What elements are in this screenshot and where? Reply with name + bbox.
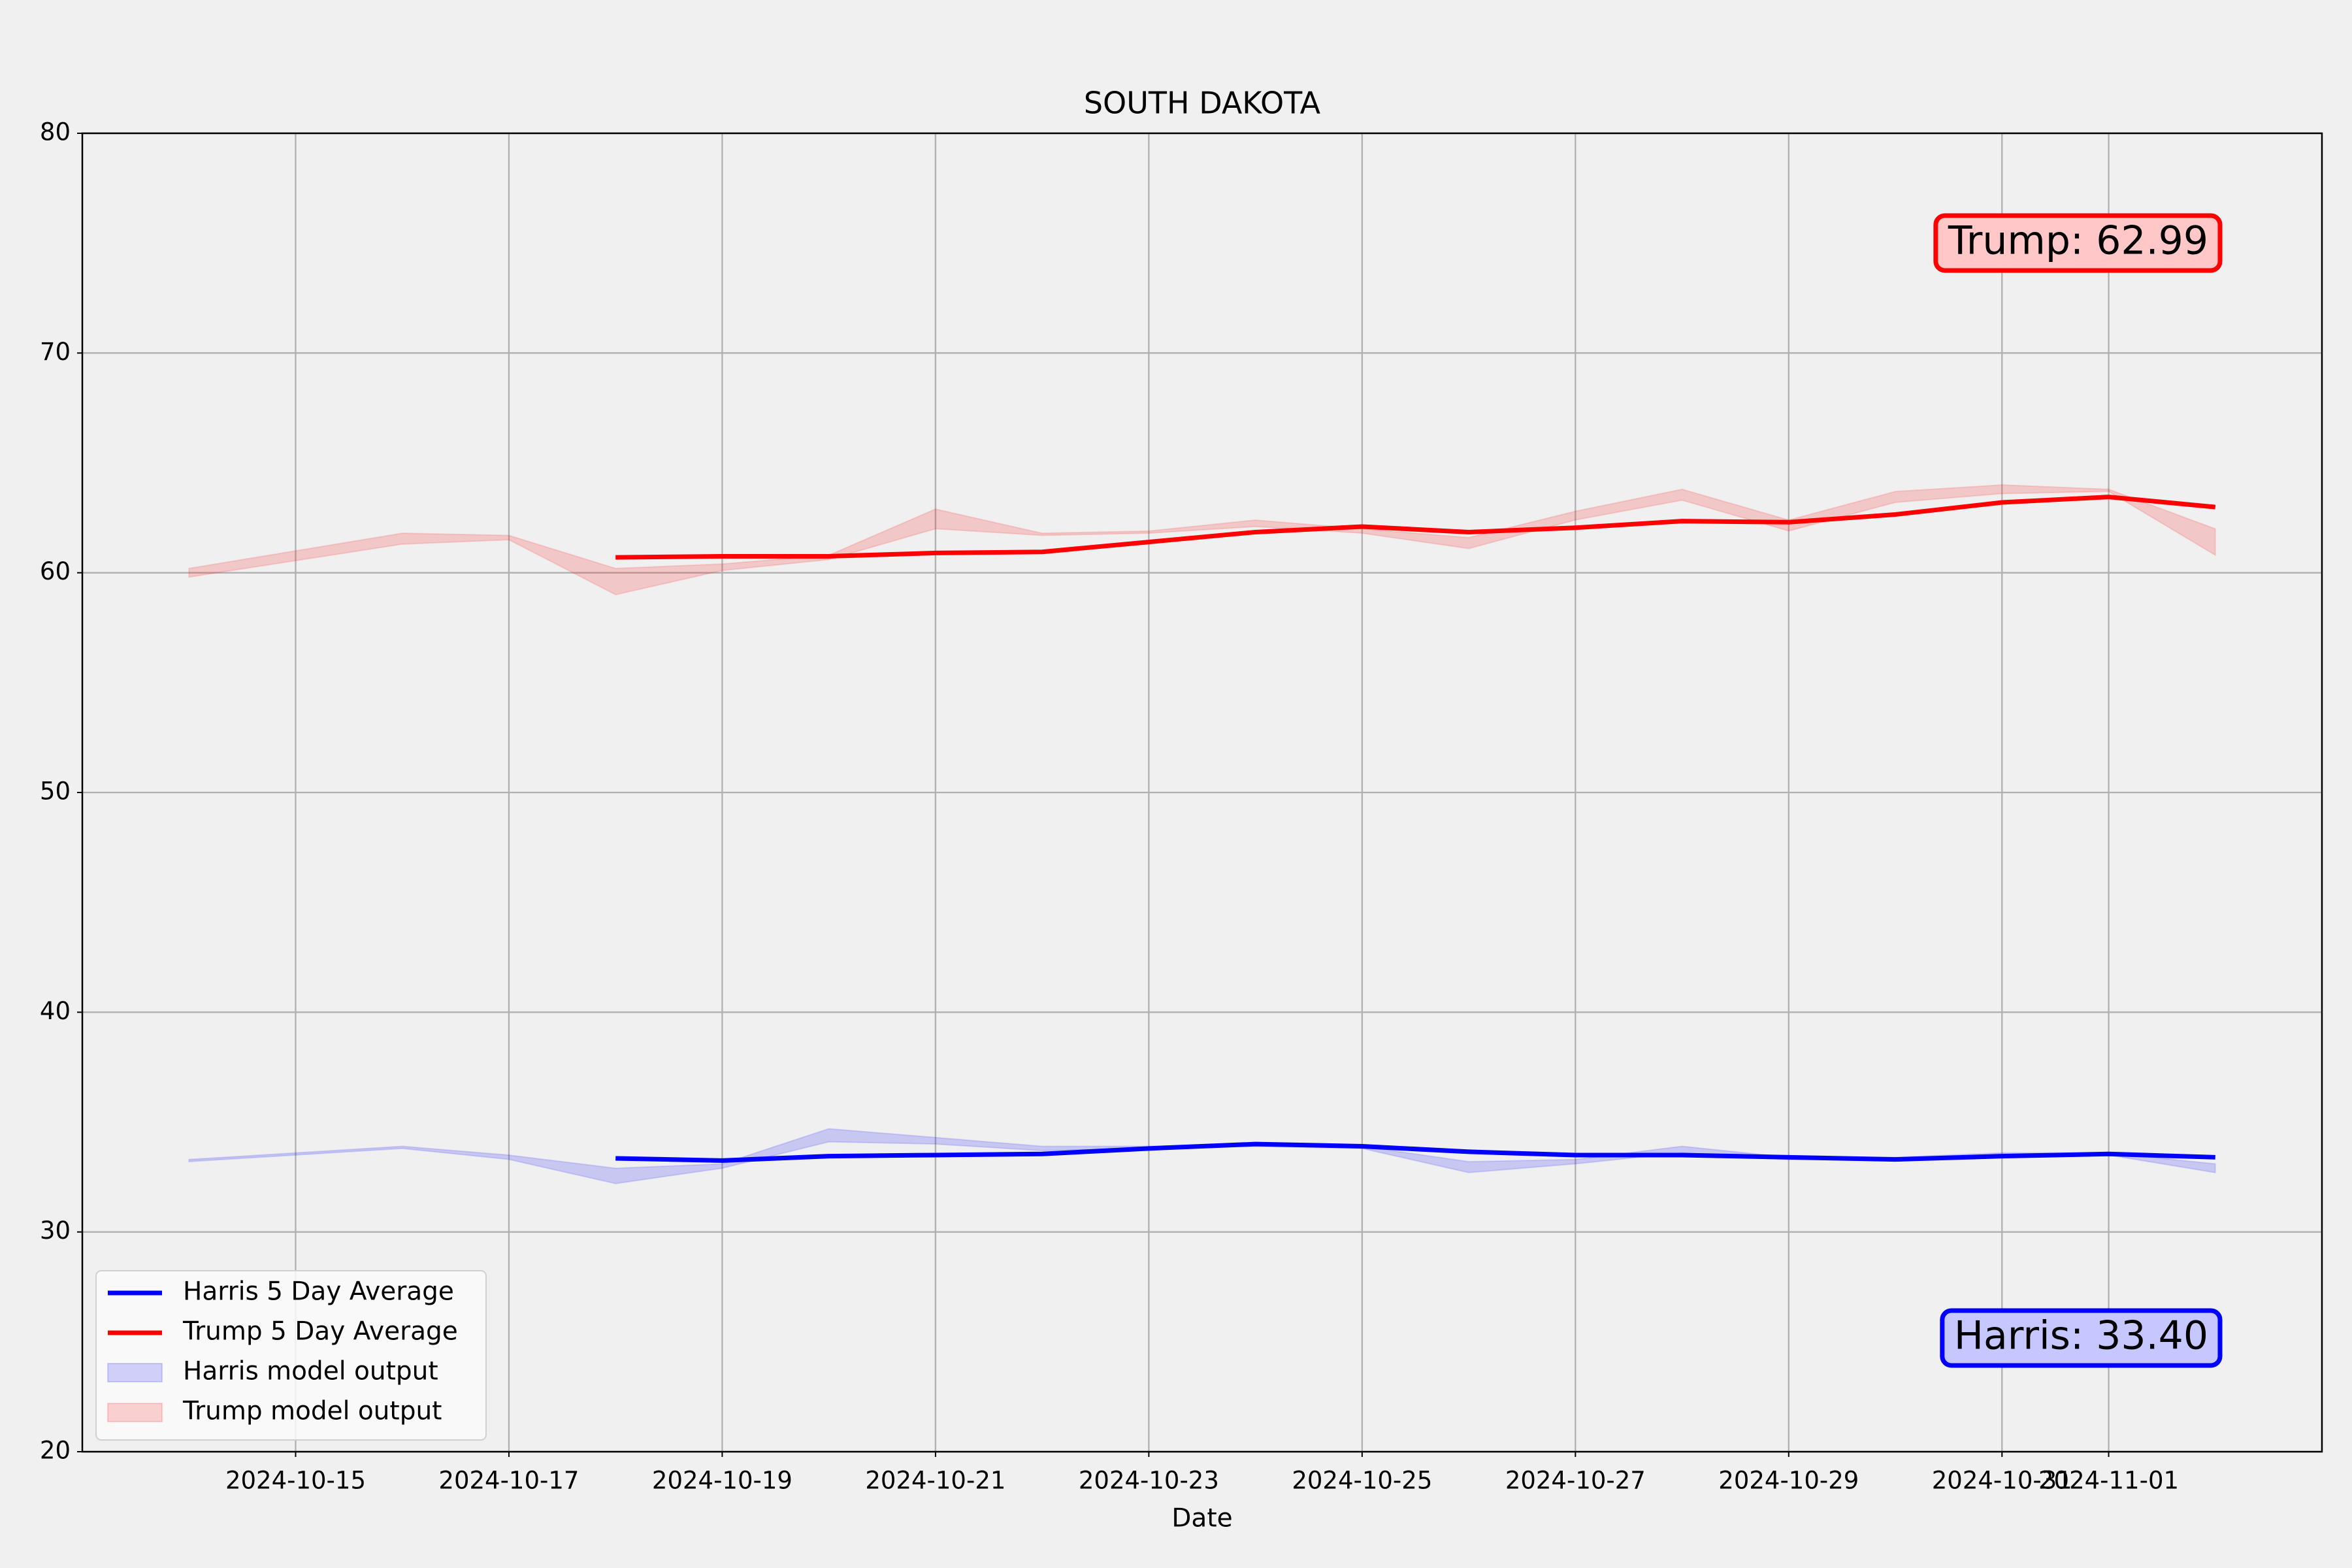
x-tick-label: 2024-10-25 [1292,1467,1432,1495]
x-tick-label: 2024-11-01 [2038,1467,2179,1495]
x-tick-label: 2024-10-27 [1505,1467,1646,1495]
annotation-box [1933,213,2223,273]
plot-frame [81,132,2323,1453]
y-tick-label: 40 [40,997,71,1025]
annotation-text: Trump: 62.99 [1948,218,2208,264]
x-tick-label: 2024-10-21 [865,1467,1005,1495]
annotation-text: Harris: 33.40 [1954,1313,2208,1359]
x-tick-label: 2024-10-23 [1079,1467,1219,1495]
legend: Harris 5 Day Average Trump 5 Day Average H… [95,1270,487,1441]
legend-label: Harris 5 Day Average [183,1277,454,1307]
band [188,1128,2216,1184]
x-axis-label: Date [1171,1504,1232,1533]
x-tick-label: 2024-10-29 [1718,1467,1859,1495]
legend-box [95,1270,487,1441]
x-tick-label: 2024-10-15 [225,1467,366,1495]
band [188,484,2216,596]
annotation-box [1940,1308,2223,1368]
x-tick-label: 2024-10-17 [438,1467,579,1495]
chart-title: SOUTH DAKOTA [1084,86,1321,121]
y-tick-label: 60 [40,557,71,585]
legend-label: Harris model output [183,1357,438,1386]
y-tick-label: 50 [40,777,71,806]
annotation-tint [1935,216,2220,270]
y-tick-label: 70 [40,338,71,366]
line [615,1141,2215,1163]
y-tick-label: 80 [40,118,71,146]
annotation-tint [1942,1311,2220,1365]
y-tick-label: 30 [40,1217,71,1245]
line [615,495,2216,560]
x-tick-label: 2024-10-19 [652,1467,792,1495]
legend-swatch [107,1363,163,1382]
x-tick-label: 2024-10-31 [1932,1467,2072,1495]
annotation: Trump: 62.99 [1933,213,2223,273]
legend-label: Trump 5 Day Average [182,1317,458,1347]
legend-swatch [107,1403,163,1422]
legend-label: Trump model output [182,1397,442,1426]
annotation: Harris: 33.40 [1940,1308,2223,1368]
y-tick-label: 20 [40,1437,71,1465]
